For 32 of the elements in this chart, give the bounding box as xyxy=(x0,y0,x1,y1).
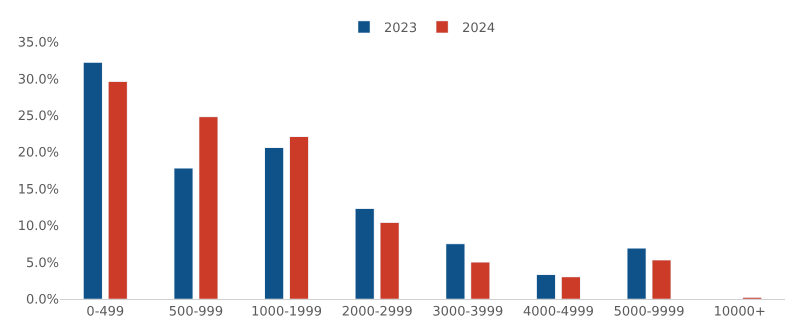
bar xyxy=(380,222,400,299)
bar xyxy=(355,208,374,299)
x-tick-label: 500-999 xyxy=(168,304,224,320)
bar xyxy=(174,168,194,299)
y-tick-label: 10.0% xyxy=(18,219,59,234)
bar xyxy=(627,248,646,299)
legend-label: 2023 xyxy=(384,21,418,36)
bar xyxy=(470,262,490,299)
bar xyxy=(561,276,580,299)
bar xyxy=(289,136,309,299)
bar xyxy=(108,81,128,299)
y-tick-label: 30.0% xyxy=(18,72,59,88)
x-tick-label: 0-499 xyxy=(86,304,124,320)
x-tick-label: 5000-9999 xyxy=(614,304,684,320)
y-tick-label: 25.0% xyxy=(18,108,59,124)
y-tick-label: 0.0% xyxy=(26,292,59,308)
bar xyxy=(198,116,218,299)
x-tick-label: 4000-4999 xyxy=(523,304,594,320)
x-tick-label: 10000+ xyxy=(714,304,766,320)
legend-label: 2024 xyxy=(462,21,496,36)
y-tick-label: 5.0% xyxy=(26,256,59,271)
bar xyxy=(264,147,284,299)
x-tick-label: 2000-2999 xyxy=(342,304,413,320)
x-tick-label: 3000-3999 xyxy=(432,304,504,320)
y-tick-label: 35.0% xyxy=(18,36,59,51)
y-tick-label: 20.0% xyxy=(18,146,59,161)
bar xyxy=(446,244,465,299)
x-tick-label: 1000-1999 xyxy=(251,304,322,320)
bar xyxy=(652,260,672,299)
y-tick-label: 15.0% xyxy=(18,182,59,198)
bar xyxy=(83,62,102,299)
bar xyxy=(536,274,556,299)
